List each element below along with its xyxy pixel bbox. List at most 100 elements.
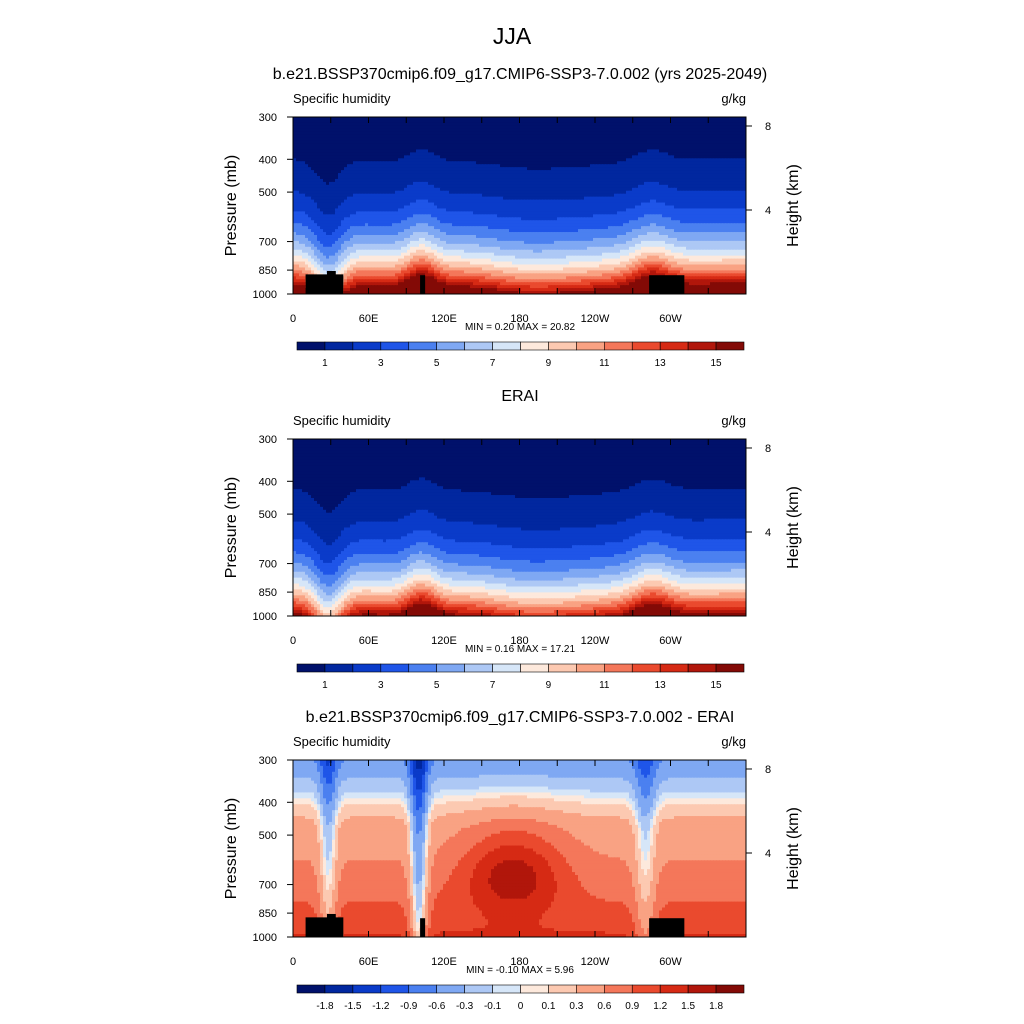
colorbar-box	[576, 984, 605, 994]
right-axis-title: Height (km)	[785, 164, 802, 247]
stats-label: MIN = -0.10 MAX = 5.96	[466, 965, 574, 976]
y-tick-label: 300	[259, 755, 277, 767]
x-tick-label: 180	[510, 635, 528, 647]
colorbar-label: 15	[711, 680, 723, 691]
variable-label: Specific humidity	[293, 734, 391, 749]
colorbar-box	[548, 663, 577, 673]
right-tick-label: 8	[765, 764, 771, 776]
colorbar-label: 1	[322, 680, 328, 691]
y-tick-label: 300	[259, 112, 277, 124]
colorbar-box	[715, 341, 745, 351]
colorbar-box	[576, 341, 605, 351]
x-tick-label: 120W	[581, 635, 610, 647]
colorbar-box	[436, 663, 465, 673]
y-axis-title: Pressure (mb)	[223, 477, 240, 578]
right-tick-label: 8	[765, 121, 771, 133]
variable-label: Specific humidity	[293, 91, 391, 106]
x-tick-label: 60W	[659, 313, 682, 325]
colorbar-box	[604, 341, 633, 351]
colorbar-box	[464, 984, 493, 994]
colorbar-box	[408, 984, 437, 994]
colorbar: 1 3 5 7 9 11 13 15	[296, 663, 745, 691]
colorbar-label: 7	[490, 358, 496, 369]
x-tick-label: 120E	[431, 956, 457, 968]
colorbar-box	[492, 984, 521, 994]
colorbar-box	[687, 663, 717, 673]
colorbar-label: -0.9	[400, 1001, 418, 1012]
colorbar-box	[324, 341, 354, 351]
contour-field	[293, 760, 746, 937]
colorbar-label: 13	[655, 358, 667, 369]
colorbar-box	[324, 663, 354, 673]
contour-field	[293, 439, 746, 616]
topography-mask	[420, 918, 426, 937]
colorbar-box	[464, 663, 493, 673]
colorbar-box	[631, 663, 661, 673]
right-tick-label: 8	[765, 443, 771, 455]
colorbar-box	[296, 341, 326, 351]
colorbar-label: -1.8	[316, 1001, 334, 1012]
topography-mask	[326, 270, 336, 294]
colorbar-box	[408, 663, 437, 673]
right-axis-title: Height (km)	[785, 807, 802, 890]
colorbar-label: 11	[599, 680, 610, 691]
y-tick-label: 500	[259, 187, 277, 199]
x-tick-label: 0	[290, 956, 296, 968]
colorbar-label: 1	[322, 358, 328, 369]
y-tick-label: 1000	[253, 932, 277, 944]
panel-2: ERAI Specific humidity g/kg 0 60E 120E 180 120W…	[223, 388, 802, 691]
colorbar-label: 1.5	[681, 1001, 695, 1012]
colorbar-label: 1.8	[709, 1001, 723, 1012]
y-axis-title: Pressure (mb)	[223, 798, 240, 899]
colorbar-box	[380, 341, 410, 351]
colorbar: -1.8 -1.5 -1.2 -0.9 -0.6 -0.3 -0.1 0 0.1 0.3 0.6 0.…	[296, 984, 745, 1012]
variable-label: Specific humidity	[293, 413, 391, 428]
y-tick-label: 400	[259, 154, 277, 166]
colorbar-box	[631, 984, 661, 994]
colorbar-box	[520, 984, 549, 994]
x-tick-label: 120W	[581, 956, 610, 968]
colorbar-label: 1.2	[653, 1001, 667, 1012]
y-tick-label: 500	[259, 509, 277, 521]
colorbar-box	[352, 341, 382, 351]
y-tick-label: 850	[259, 265, 277, 277]
colorbar-box	[576, 663, 605, 673]
x-tick-label: 60W	[659, 956, 682, 968]
x-tick-label: 120E	[431, 635, 457, 647]
colorbar-box	[492, 341, 521, 351]
colorbar-label: 0.1	[541, 1001, 555, 1012]
colorbar-box	[380, 663, 410, 673]
right-tick-label: 4	[765, 527, 771, 539]
panel-1: b.e21.BSSP370cmip6.f09_g17.CMIP6-SSP3-7.…	[223, 66, 802, 369]
colorbar-box	[296, 663, 326, 673]
colorbar-box	[548, 341, 577, 351]
colorbar-box	[659, 984, 689, 994]
colorbar-box	[520, 341, 549, 351]
panel-title: b.e21.BSSP370cmip6.f09_g17.CMIP6-SSP3-7.…	[273, 66, 768, 83]
x-tick-label: 60W	[659, 635, 682, 647]
colorbar-box	[548, 984, 577, 994]
colorbar-label: -1.5	[344, 1001, 362, 1012]
topography-mask	[305, 917, 344, 937]
topography-mask	[305, 274, 344, 294]
colorbar-label: 0	[518, 1001, 524, 1012]
panels: b.e21.BSSP370cmip6.f09_g17.CMIP6-SSP3-7.…	[223, 66, 802, 1012]
panel-title: ERAI	[501, 388, 538, 405]
colorbar-box	[408, 341, 437, 351]
x-tick-label: 60E	[359, 313, 379, 325]
x-tick-label: 180	[510, 313, 528, 325]
x-tick-label: 0	[290, 635, 296, 647]
x-tick-label: 60E	[359, 956, 379, 968]
y-tick-label: 400	[259, 797, 277, 809]
colorbar-box	[631, 341, 661, 351]
y-tick-label: 1000	[253, 289, 277, 301]
colorbar-label: 7	[490, 680, 496, 691]
colorbar-box	[464, 341, 493, 351]
colorbar-box	[324, 984, 354, 994]
colorbar-label: 9	[546, 680, 552, 691]
y-tick-label: 500	[259, 830, 277, 842]
y-tick-label: 700	[259, 880, 277, 892]
colorbar-label: 13	[655, 680, 667, 691]
colorbar-box	[436, 984, 465, 994]
colorbar-box	[520, 663, 549, 673]
